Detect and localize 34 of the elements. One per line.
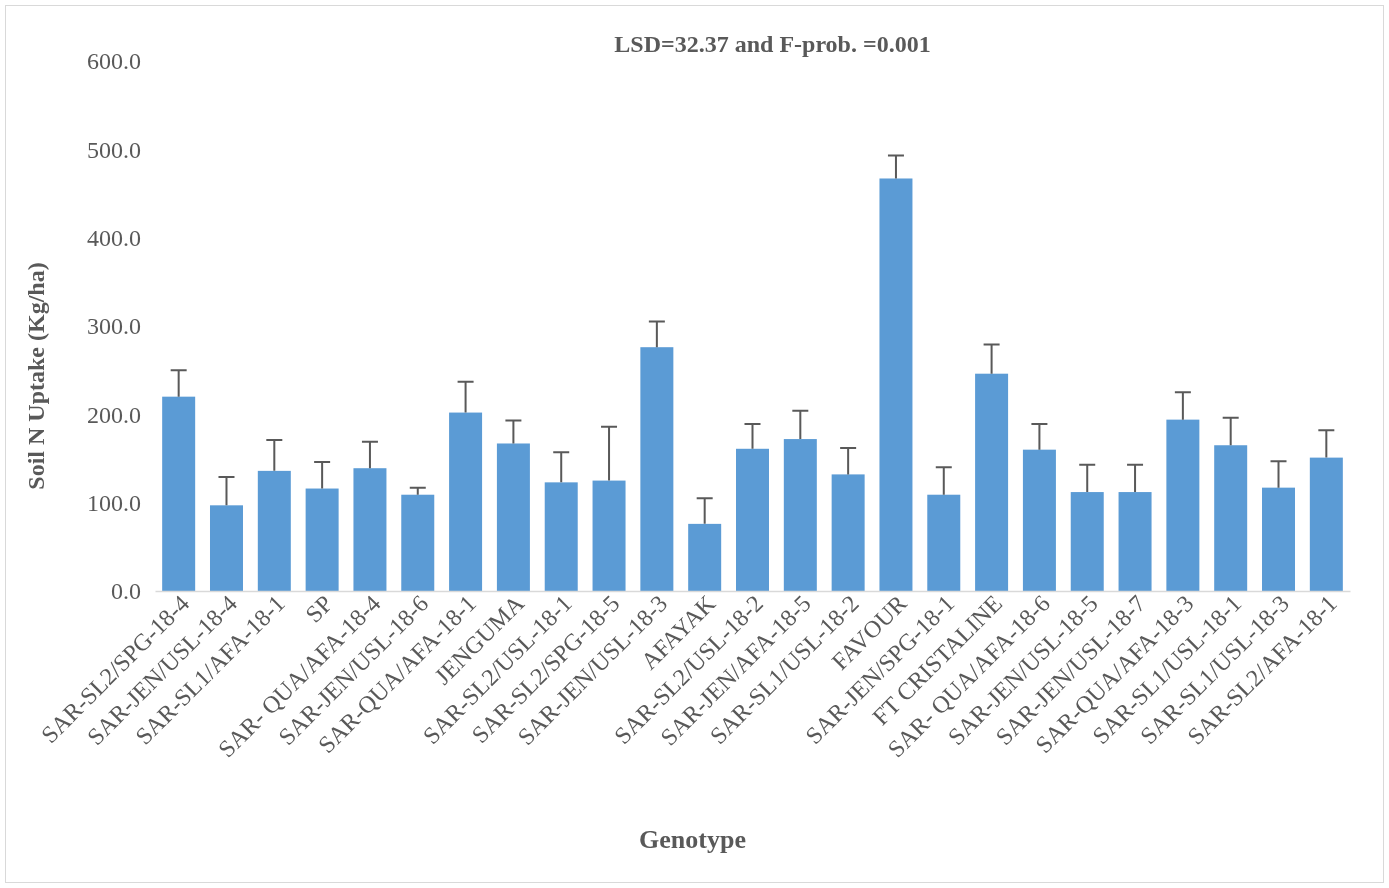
- bar: [544, 482, 578, 591]
- bar: [736, 448, 769, 591]
- bar: [1166, 419, 1200, 591]
- bar: [1309, 457, 1343, 591]
- y-tick-label: 100.0: [87, 489, 141, 516]
- bar: [1070, 492, 1104, 591]
- bar: [1118, 492, 1152, 591]
- bar: [305, 488, 339, 591]
- bar: [209, 505, 243, 591]
- bar: [257, 470, 291, 591]
- x-axis-title: Genotype: [639, 825, 746, 854]
- chart-title: LSD=32.37 and F-prob. =0.001: [614, 31, 931, 57]
- bar: [640, 347, 674, 591]
- y-tick-label: 500.0: [87, 136, 141, 163]
- bar: [927, 494, 961, 591]
- bar: [783, 439, 817, 591]
- bar: [592, 480, 626, 591]
- bar: [162, 396, 196, 591]
- y-tick-label: 300.0: [87, 313, 141, 340]
- bar: [449, 412, 483, 591]
- y-tick-label: 400.0: [87, 224, 141, 251]
- bar: [1022, 449, 1056, 591]
- bar: [879, 178, 913, 591]
- bar: [831, 474, 865, 591]
- bar: [1262, 487, 1296, 591]
- bar: [688, 523, 722, 591]
- y-axis-title: Soil N Uptake (Kg/ha): [23, 262, 49, 490]
- y-tick-label: 200.0: [87, 401, 141, 428]
- y-tick-label: 600.0: [87, 48, 141, 75]
- bar: [353, 468, 387, 591]
- bar: [496, 443, 530, 591]
- bar: [975, 373, 1009, 591]
- bar: [401, 494, 435, 591]
- bar: [1214, 445, 1248, 591]
